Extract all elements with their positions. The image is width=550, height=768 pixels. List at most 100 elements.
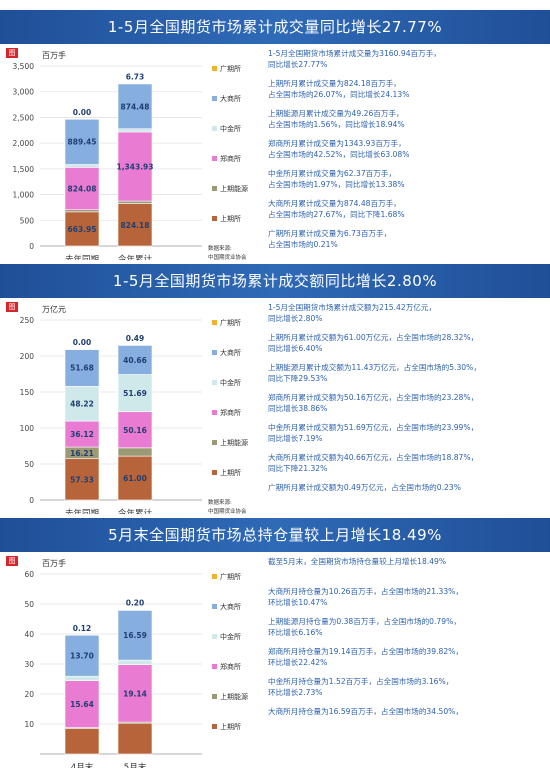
notes-turnover: 1-5月全国期货市场累计成交额为215.42万亿元， 同比增长2.80% 上期所月…: [268, 298, 548, 514]
x-tick-label: 5月末: [124, 762, 147, 768]
legend-label: 大商所: [220, 348, 241, 357]
data-label: 0.00: [73, 338, 92, 347]
legend-label: 郑商所: [220, 408, 241, 417]
legend-label: 上期能源: [220, 438, 248, 447]
annotation-note: 1-5月全国期货市场累计成交量为3160.94百万手， 同比增长27.77%: [268, 49, 441, 69]
legend-label: 中金所: [220, 632, 241, 641]
legend-swatch: [212, 410, 217, 415]
data-label: 0.49: [126, 334, 145, 343]
bar-segment: [64, 634, 100, 677]
bar-segment: [117, 722, 153, 755]
y-unit-label: 百万手: [42, 50, 66, 60]
legend-swatch: [212, 186, 217, 191]
data-label: 61.00: [123, 474, 147, 483]
legend-swatch: [212, 574, 217, 579]
data-label: 663.95: [68, 225, 97, 234]
legend-label: 上期能源: [220, 184, 248, 193]
y-tick-label: 2,000: [13, 139, 35, 148]
legend-swatch: [212, 320, 217, 325]
legend-label: 大商所: [220, 94, 241, 103]
annotation-note: 大商所月累计成交量为874.48百万手， 占全国市场的27.67%，同比下降1.…: [268, 199, 405, 219]
bar-segment: [117, 664, 153, 723]
data-label: 0.20: [126, 599, 145, 608]
data-label: 13.70: [70, 652, 94, 661]
legend-swatch: [212, 470, 217, 475]
legend-swatch: [212, 440, 217, 445]
bar-segment: [117, 344, 153, 346]
data-label: 50.16: [123, 426, 147, 435]
bar-segment: [64, 167, 100, 211]
bar-segment: [117, 83, 153, 85]
bar-segment: [117, 610, 153, 661]
annotation-note: 中金所月累计成交量为62.37百万手， 占全国市场的1.97%，同比增长13.3…: [268, 169, 405, 189]
y-tick-label: 250: [20, 316, 35, 325]
bar-segment: [64, 458, 100, 501]
bar-segment: [64, 348, 100, 387]
data-label: 51.68: [70, 364, 94, 373]
y-tick-label: 50: [24, 600, 34, 609]
legend-label: 中金所: [220, 124, 241, 133]
data-label: 0.12: [73, 624, 92, 633]
source-note: 数据来源:: [208, 498, 232, 506]
data-label: 16.21: [70, 449, 94, 458]
legend-swatch: [212, 604, 217, 609]
y-tick-label: 100: [20, 424, 35, 433]
legend-label: 上期能源: [220, 692, 248, 701]
annotation-note: 1-5月全国期货市场累计成交额为215.42万亿元， 同比增长2.80%: [268, 303, 437, 323]
data-label: 0.00: [73, 108, 92, 117]
source-note: 数据来源:: [208, 244, 232, 252]
x-tick-label: 去年同期: [65, 508, 99, 514]
y-tick-label: 30: [24, 660, 34, 669]
data-label: 19.14: [123, 689, 147, 698]
data-label: 1,343.93: [116, 163, 153, 172]
legend-label: 广期所: [220, 64, 241, 73]
annotation-note: 广期所月累计成交量为6.73百万手， 占全国市场的0.21%: [268, 229, 392, 249]
bar-segment: [117, 447, 153, 457]
annotation-note: 广期所月累计成交额为0.49万亿元，占全国市场的0.23%: [268, 483, 461, 492]
annotation-note: 上期所月累计成交额为61.00万亿元，占全国市场的28.32%， 同比增长6.4…: [268, 333, 479, 353]
x-tick-label: 4月末: [71, 762, 94, 768]
x-tick-label: 今年累计: [118, 254, 153, 260]
annotation-note: 上期能源月持仓量为0.38百万手，占全国市场的0.79%， 环比增长6.16%: [268, 617, 461, 637]
badge-icon: 图: [6, 302, 18, 312]
data-label: 40.66: [123, 356, 147, 365]
notes-volume: 1-5月全国期货市场累计成交量为3160.94百万手， 同比增长27.77% 上期…: [268, 44, 548, 260]
legend-label: 广期所: [220, 318, 241, 327]
data-label: 48.22: [70, 400, 94, 409]
data-label: 6.73: [126, 72, 145, 81]
badge-icon: 图: [6, 48, 18, 58]
legend-swatch: [212, 724, 217, 729]
legend-swatch: [212, 634, 217, 639]
notes-open-interest: 截至5月末，全国期货市场持仓量较上月增长18.49% 大商所月持仓量为10.26百…: [268, 552, 548, 768]
legend-label: 中金所: [220, 378, 241, 387]
legend-swatch: [212, 380, 217, 385]
annotation-note: 大商所月持仓量为16.59百万手，占全国市场的34.50%，: [268, 707, 463, 716]
chart-title: 5月末全国期货市场总持仓量较上月增长18.49%: [0, 518, 550, 552]
legend-label: 郑商所: [220, 154, 241, 163]
panel-turnover: 1-5月全国期货市场累计成交额同比增长2.80% 图 万亿元 0 50 100 150 2…: [0, 264, 550, 514]
legend-label: 郑商所: [220, 662, 241, 671]
source-note: 中国期货业协会: [208, 507, 247, 514]
bar-segment: [64, 118, 100, 120]
y-tick-label: 1,000: [13, 191, 35, 200]
bar-segment: [64, 348, 100, 350]
data-label: 51.69: [123, 389, 147, 398]
annotation-note: 中金所月持仓量为1.52百万手，占全国市场的3.16%， 环比增长2.73%: [268, 677, 454, 697]
legend-label: 上期所: [220, 214, 241, 223]
y-tick-label: 3,500: [13, 62, 35, 71]
bar-segment: [64, 118, 100, 165]
bar-segment: [64, 728, 100, 755]
data-label: 824.18: [121, 221, 150, 230]
legend-swatch: [212, 694, 217, 699]
panel-volume: 1-5月全国期货市场累计成交量同比增长27.77% 图 百万手 0 500 1,000…: [0, 10, 550, 260]
y-tick-label: 0: [29, 242, 34, 251]
bar-segment: [64, 420, 100, 448]
data-label: 57.33: [70, 475, 94, 484]
y-tick-label: 1,500: [13, 165, 35, 174]
annotation-note: 郑商所月累计成交额为50.16万亿元，占全国市场的23.28%， 同比增长38.…: [268, 393, 479, 413]
annotation-note: 郑商所月持仓量为19.14百万手，占全国市场的39.82%， 环比增长22.42…: [268, 647, 463, 667]
legend-swatch: [212, 664, 217, 669]
annotation-note: 上期所月累计成交量为824.18百万手， 占全国市场的26.07%，同比增长24…: [268, 79, 410, 99]
y-tick-label: 500: [20, 216, 35, 225]
badge-icon: 图: [6, 556, 18, 566]
